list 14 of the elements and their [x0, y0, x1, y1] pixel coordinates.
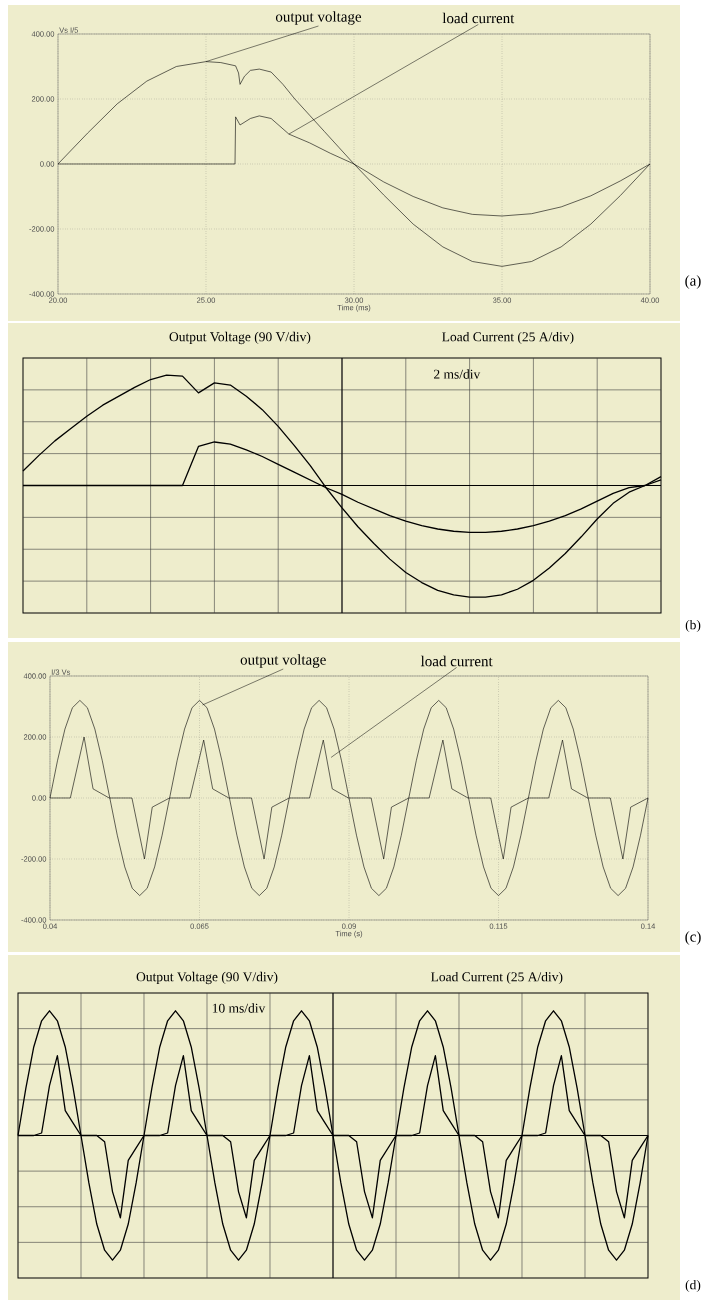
text: (b) — [685, 619, 701, 633]
annotation: 10 ms/div — [212, 1003, 266, 1013]
text: (a) — [685, 275, 701, 289]
text: (c) — [685, 931, 701, 945]
text: (d) — [685, 1279, 701, 1293]
annotation: output voltage — [275, 11, 362, 25]
annotation: load current — [420, 655, 493, 667]
text: Output Voltage (90 V/div) — [169, 331, 311, 345]
text: Load Current (25 A/div) — [442, 331, 574, 345]
annotation: 2 ms/div — [433, 369, 481, 379]
text: Load Current (25 A/div) — [431, 971, 563, 985]
annotation: output voltage — [240, 654, 326, 668]
annotation: load current — [442, 12, 515, 24]
text: Output Voltage (90 V/div) — [136, 971, 278, 985]
